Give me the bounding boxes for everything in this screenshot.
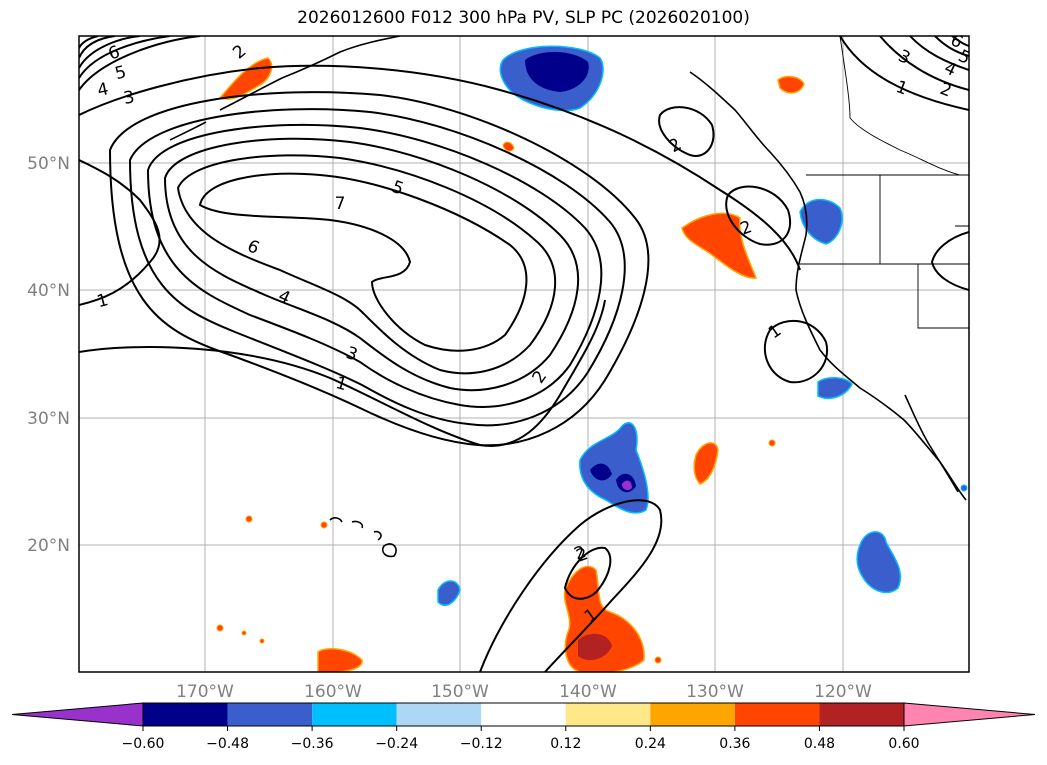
colorbar-tick-label: −0.12 (460, 736, 503, 752)
colorbar-segment (143, 703, 228, 726)
lon-label: 130°W (686, 682, 744, 702)
colorbar-tick-label: −0.48 (206, 736, 249, 752)
lon-label: 170°W (176, 682, 234, 702)
colorbar-segment (650, 703, 735, 726)
gridlines (79, 36, 969, 672)
contour-label: 7 (335, 194, 346, 214)
pv-negative-blob (799, 198, 843, 245)
colorbar-segment (565, 703, 651, 726)
slp-contours (79, 36, 969, 672)
lat-label: 40°N (27, 281, 70, 301)
colorbar-tick-label: 0.36 (719, 736, 750, 752)
colorbar-tick-label: 0.60 (888, 736, 919, 752)
lat-label: 30°N (27, 409, 70, 429)
colorbar-segment (227, 703, 313, 726)
pv-anomaly-fills (216, 45, 968, 672)
chart-title: 2026012600 F012 300 hPa PV, SLP PC (2026… (297, 8, 750, 28)
colorbar-tick-label: 0.24 (635, 736, 666, 752)
colorbar-segment (734, 703, 820, 726)
lat-label: 50°N (27, 154, 70, 174)
colorbar-tick-label: 0.12 (550, 736, 581, 752)
map-area (79, 36, 969, 672)
colorbar-tick-label: −0.60 (122, 736, 165, 752)
lon-label: 160°W (304, 682, 362, 702)
colorbar-frame (142, 702, 905, 727)
colorbar-segment (396, 703, 482, 726)
political-borders (800, 36, 969, 329)
colorbar-segment (312, 703, 397, 726)
longitude-labels: 170°W 160°W 150°W 140°W 130°W 120°W (176, 682, 872, 702)
lat-label: 20°N (27, 536, 70, 556)
coastlines (169, 36, 967, 558)
pv-negative-blob (856, 531, 902, 594)
lon-label: 120°W (814, 682, 872, 702)
colorbar-extend-low (11, 702, 144, 727)
colorbar-tick-label: 0.48 (804, 736, 835, 752)
colorbar-segment (481, 703, 566, 726)
colorbar-segment (819, 703, 904, 726)
contour-label: 1 (95, 290, 111, 312)
contour-label: 5 (113, 62, 129, 84)
lon-label: 140°W (559, 682, 617, 702)
colorbar-tick-label: −0.24 (375, 736, 418, 752)
map-frame (78, 35, 970, 673)
latitude-labels: 50°N 40°N 30°N 20°N (27, 154, 70, 556)
colorbar-extend-high (903, 702, 1036, 727)
contour-label: 3 (122, 87, 136, 109)
contour-label: 4 (96, 79, 111, 101)
colorbar-tick-label: −0.36 (291, 736, 334, 752)
contour-label: 1 (333, 373, 349, 395)
lon-label: 150°W (431, 682, 489, 702)
colorbar (11, 702, 1036, 727)
colorbar-ticks: −0.60 −0.48 −0.36 −0.24 −0.12 0.12 0.24 0.36 0.4… (122, 726, 920, 752)
